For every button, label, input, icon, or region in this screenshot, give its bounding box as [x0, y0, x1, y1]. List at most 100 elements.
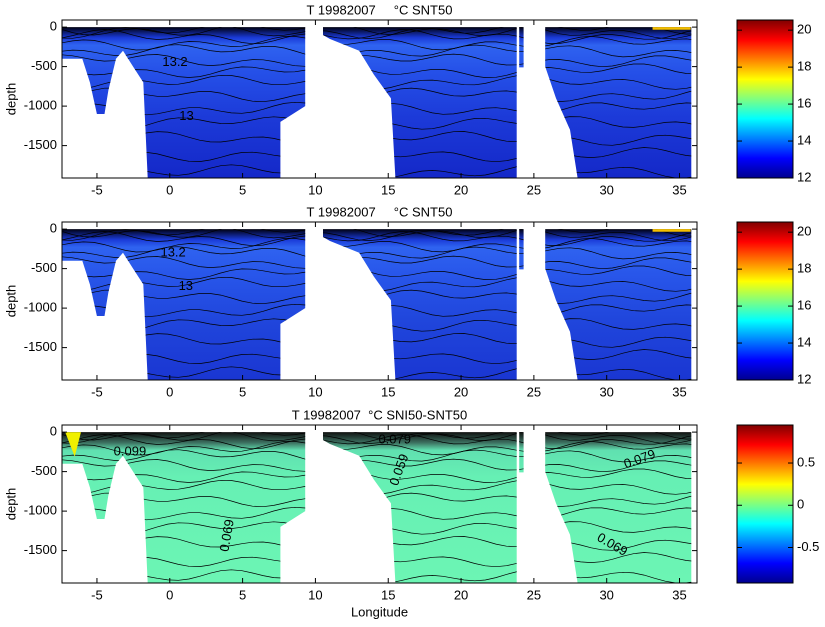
y-tick-label: -1500	[24, 542, 57, 557]
x-tick-label: 30	[599, 182, 613, 197]
x-tick-label: 15	[381, 182, 395, 197]
y-tick-label: -500	[31, 58, 57, 73]
y-axis-label: depth	[3, 83, 18, 116]
y-tick-label: -1500	[24, 137, 57, 152]
panel-title: T 19982007 °C SNI50-SNT50	[292, 407, 468, 422]
contour-line	[62, 255, 692, 270]
surface-patch	[65, 432, 81, 457]
x-tick-label: -5	[91, 384, 103, 399]
x-tick-label: 10	[308, 182, 322, 197]
colorbar-tick-label: 16	[797, 96, 811, 111]
contour-label: 13.2	[160, 244, 185, 259]
contour-label: 0.069	[216, 518, 236, 553]
contour-line	[62, 569, 692, 583]
x-tick-label: 25	[527, 587, 541, 602]
y-tick-label: 0	[50, 221, 57, 236]
x-tick-label: 0	[166, 384, 173, 399]
contour-fill	[62, 27, 692, 178]
panel: T 19982007 °C SNI50-SNT50 depth Longitude -…	[3, 407, 819, 619]
x-tick-label: 0	[166, 587, 173, 602]
contour-fill	[62, 229, 692, 380]
panel: T 19982007 °C SNT50 depth -5 0 5 10 15 20 25 30 35…	[3, 204, 811, 399]
contour-line	[62, 44, 692, 58]
colorbar-tick-label: 12	[797, 371, 811, 386]
y-tick-label: 0	[50, 19, 57, 34]
surface-band	[652, 27, 691, 30]
panel-title: T 19982007 °C SNT50	[307, 204, 453, 219]
contour-field	[62, 229, 692, 380]
x-tick-label: 35	[672, 384, 686, 399]
contour-label: 13.2	[162, 54, 187, 69]
plot-frame	[61, 424, 698, 584]
x-axis-label: Longitude	[351, 604, 408, 619]
contour-line	[62, 449, 692, 463]
contour-line	[62, 265, 692, 280]
y-tick-label: -1500	[24, 339, 57, 354]
y-tick-label: 0	[50, 424, 57, 439]
x-tick-label: 5	[239, 587, 246, 602]
y-tick-label: -1000	[24, 503, 57, 518]
colorbar-tick-label: 0	[797, 497, 804, 512]
x-tick-label: 5	[239, 384, 246, 399]
panel-title: T 19982007 °C SNT50	[307, 2, 453, 17]
y-axis-label: depth	[3, 488, 18, 521]
colorbar	[736, 424, 794, 584]
plot-frame	[61, 221, 698, 381]
contour-line	[62, 164, 692, 178]
contour-label: 13	[179, 108, 193, 123]
contour-label: 13	[179, 278, 193, 293]
contour-field	[62, 27, 692, 178]
x-tick-label: 5	[239, 182, 246, 197]
contour-line	[62, 468, 692, 483]
x-tick-label: 10	[308, 587, 322, 602]
x-tick-label: 0	[166, 182, 173, 197]
x-tick-label: 25	[527, 182, 541, 197]
colorbar-tick-label: 18	[797, 59, 811, 74]
contour-line	[62, 27, 692, 40]
colorbar-tick-label: 16	[797, 298, 811, 313]
colorbar-tick-label: 14	[797, 334, 811, 349]
y-tick-label: -500	[31, 260, 57, 275]
panel: T 19982007 °C SNT50 depth -5 0 5 10 15 20 25 30 35…	[3, 2, 811, 197]
x-tick-label: 15	[381, 384, 395, 399]
colorbar	[736, 221, 794, 381]
contour-line	[62, 246, 692, 260]
x-tick-label: 10	[308, 384, 322, 399]
surface-band	[652, 229, 691, 232]
colorbar-tick-label: 14	[797, 132, 811, 147]
colorbar-tick-label: 20	[797, 22, 811, 37]
contour-line	[62, 432, 692, 445]
contour-label: 0.099	[114, 443, 147, 458]
x-tick-label: 20	[454, 384, 468, 399]
x-tick-label: 25	[527, 384, 541, 399]
x-tick-label: 20	[454, 587, 468, 602]
contour-line	[62, 229, 692, 242]
contour-line	[62, 63, 692, 78]
y-axis-label: depth	[3, 285, 18, 318]
x-tick-label: 35	[672, 182, 686, 197]
x-tick-label: 15	[381, 587, 395, 602]
y-tick-label: -500	[31, 463, 57, 478]
x-tick-label: 20	[454, 182, 468, 197]
x-tick-label: 35	[672, 587, 686, 602]
plot-frame	[61, 19, 698, 179]
colorbar	[736, 19, 794, 179]
colorbar-tick-label: 0.5	[797, 454, 815, 469]
y-tick-label: -1000	[24, 98, 57, 113]
contour-field	[62, 432, 692, 583]
x-tick-label: -5	[91, 182, 103, 197]
contour-line	[62, 458, 692, 473]
colorbar-tick-label: -0.5	[797, 539, 819, 554]
x-tick-label: 30	[599, 587, 613, 602]
y-tick-label: -1000	[24, 300, 57, 315]
contour-line	[62, 53, 692, 68]
contour-line	[62, 366, 692, 380]
contour-label: 0.079	[378, 431, 411, 446]
x-tick-label: -5	[91, 587, 103, 602]
colorbar-tick-label: 12	[797, 169, 811, 184]
x-tick-label: 30	[599, 384, 613, 399]
contour-fill	[62, 432, 692, 583]
colorbar-tick-label: 20	[797, 224, 811, 239]
colorbar-tick-label: 18	[797, 261, 811, 276]
